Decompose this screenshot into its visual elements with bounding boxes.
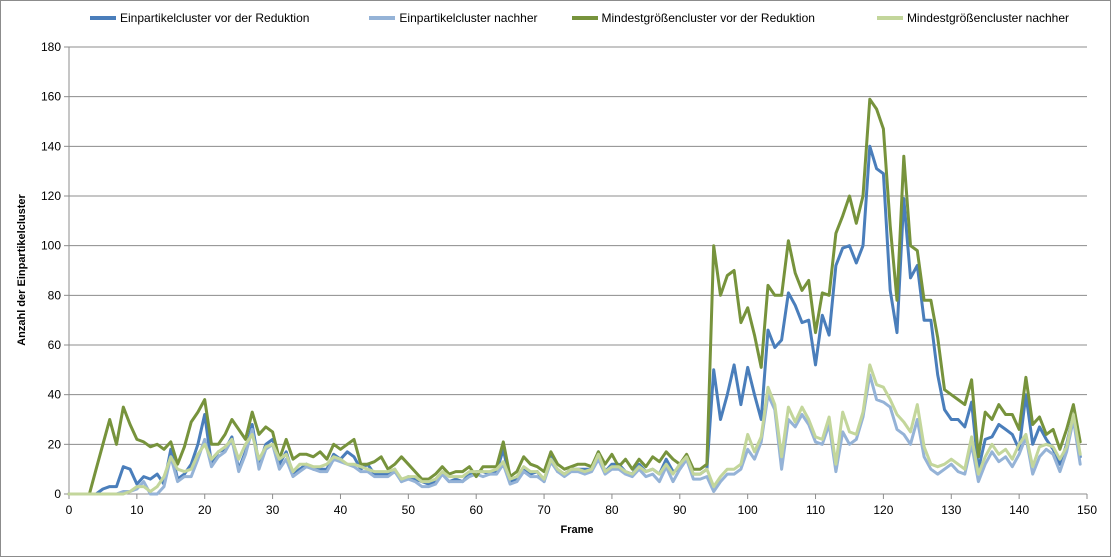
x-tick-label: 150 — [1077, 503, 1097, 517]
x-tick-label: 110 — [806, 503, 825, 517]
y-tick-label: 180 — [41, 40, 61, 54]
y-tick-label: 20 — [48, 437, 62, 451]
x-tick-label: 20 — [198, 503, 212, 517]
x-tick-label: 50 — [402, 503, 416, 517]
y-tick-label: 60 — [48, 338, 62, 352]
y-tick-label: 160 — [41, 90, 61, 104]
x-tick-label: 40 — [334, 503, 348, 517]
y-tick-label: 40 — [48, 388, 62, 402]
legend-item: Einpartikelcluster vor der Reduktion — [90, 11, 309, 25]
legend-swatch — [571, 16, 598, 20]
legend-swatch — [876, 16, 903, 20]
x-tick-label: 140 — [1009, 503, 1029, 517]
x-tick-label: 80 — [605, 503, 619, 517]
legend-item: Einpartikelcluster nachher — [369, 11, 538, 25]
x-tick-label: 120 — [873, 503, 893, 517]
x-tick-label: 90 — [673, 503, 687, 517]
x-axis-label: Frame — [560, 524, 594, 536]
tick-labels: 0 20 40 60 80 100 120 140 160 180 0 10 20 30 40 50 60 70 8… — [41, 40, 1097, 517]
gridlines — [69, 46, 1087, 445]
legend: Einpartikelcluster vor der Reduktion Einp… — [90, 11, 1069, 25]
x-tick-label: 60 — [470, 503, 484, 517]
x-tick-label: 30 — [266, 503, 280, 517]
legend-swatch — [90, 16, 116, 20]
x-tick-label: 70 — [537, 503, 551, 517]
legend-label: Mindestgrößencluster vor der Reduktion — [601, 11, 815, 25]
x-tick-label: 0 — [66, 503, 73, 517]
series-line-3 — [67, 97, 1082, 496]
y-tick-label: 120 — [41, 189, 61, 203]
y-tick-label: 0 — [54, 487, 61, 501]
series-lines — [67, 97, 1082, 496]
x-tick-label: 100 — [738, 503, 758, 517]
y-tick-label: 100 — [41, 239, 61, 253]
y-tick-label: 140 — [41, 139, 61, 153]
axes — [64, 46, 1088, 499]
x-tick-label: 130 — [941, 503, 961, 517]
legend-swatch — [369, 16, 396, 20]
legend-label: Einpartikelcluster vor der Reduktion — [120, 11, 310, 25]
legend-label: Einpartikelcluster nachher — [399, 11, 538, 25]
legend-item: Mindestgrößencluster nachher — [876, 11, 1070, 25]
y-tick-label: 80 — [48, 288, 62, 302]
x-tick-label: 10 — [130, 503, 144, 517]
series-line-2 — [67, 373, 1082, 496]
legend-item: Mindestgrößencluster vor der Reduktion — [571, 11, 815, 25]
y-axis-label: Anzahl der Einpartikelcluster — [16, 194, 28, 346]
series-line-4 — [67, 363, 1082, 496]
legend-label: Mindestgrößencluster nachher — [906, 11, 1070, 25]
